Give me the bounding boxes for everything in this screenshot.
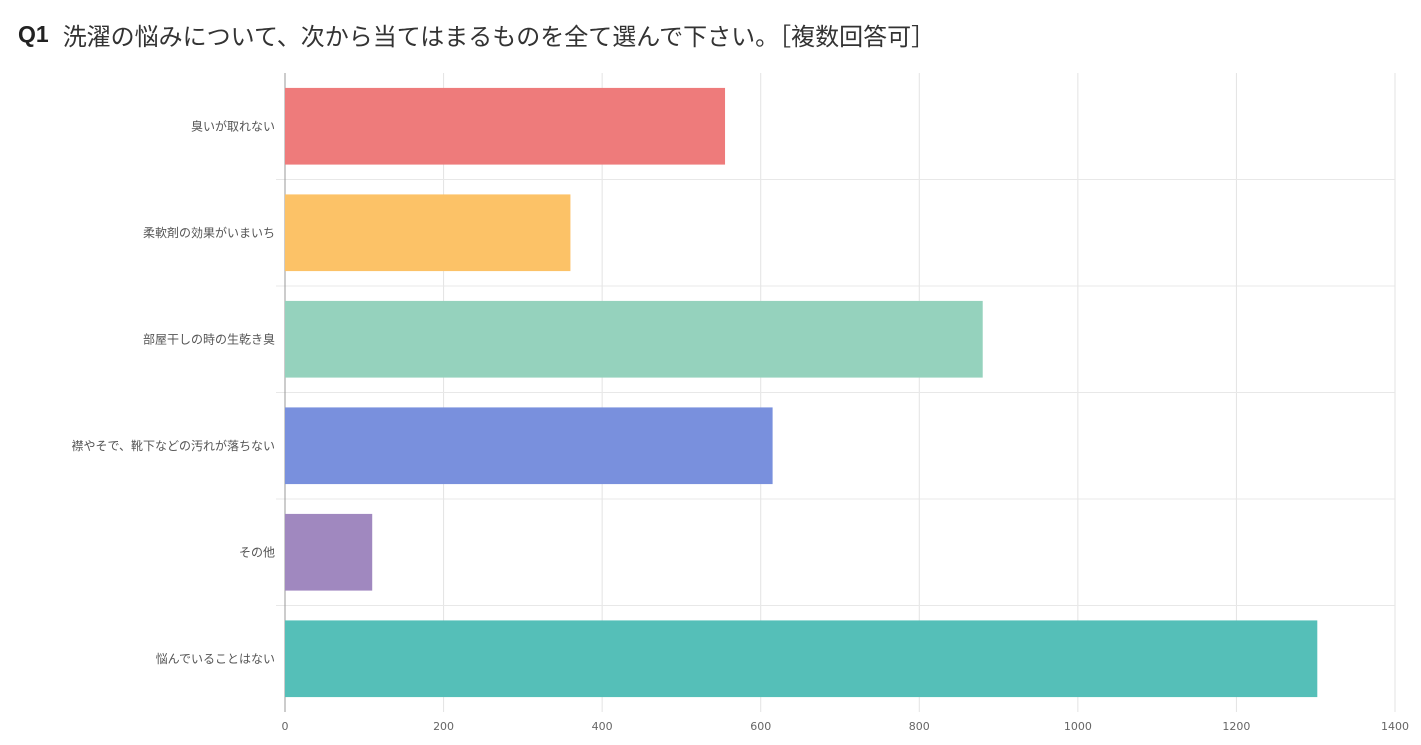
x-tick-label: 0 <box>282 720 289 733</box>
category-label: その他 <box>239 545 275 559</box>
bar-5 <box>285 513 373 591</box>
bar-4 <box>285 407 773 485</box>
x-tick-label: 800 <box>909 720 930 733</box>
bar-1 <box>285 87 726 165</box>
x-tick-label: 200 <box>433 720 454 733</box>
category-label: 悩んでいることはない <box>156 652 275 666</box>
category-label: 柔軟剤の効果がいまいち <box>143 225 275 240</box>
category-label: 襟やそで、靴下などの汚れが落ちない <box>71 438 275 453</box>
question-number: Q1 <box>18 20 49 47</box>
question-title: Q1 洗濯の悩みについて、次から当てはまるものを全て選んで下さい。［複数回答可］ <box>18 14 935 54</box>
x-tick-label: 400 <box>592 720 613 733</box>
x-tick-label: 1400 <box>1381 720 1409 733</box>
category-label: 臭いが取れない <box>191 118 275 133</box>
question-text: 洗濯の悩みについて、次から当てはまるものを全て選んで下さい。［複数回答可］ <box>62 22 936 51</box>
x-tick-label: 1200 <box>1222 720 1250 733</box>
x-tick-label: 1000 <box>1064 720 1092 733</box>
bar-3 <box>285 300 983 378</box>
bar-2 <box>285 194 571 272</box>
x-tick-label: 600 <box>750 720 771 733</box>
bar-6 <box>285 620 1318 698</box>
category-label: 部屋干しの時の生乾き臭 <box>143 331 275 346</box>
